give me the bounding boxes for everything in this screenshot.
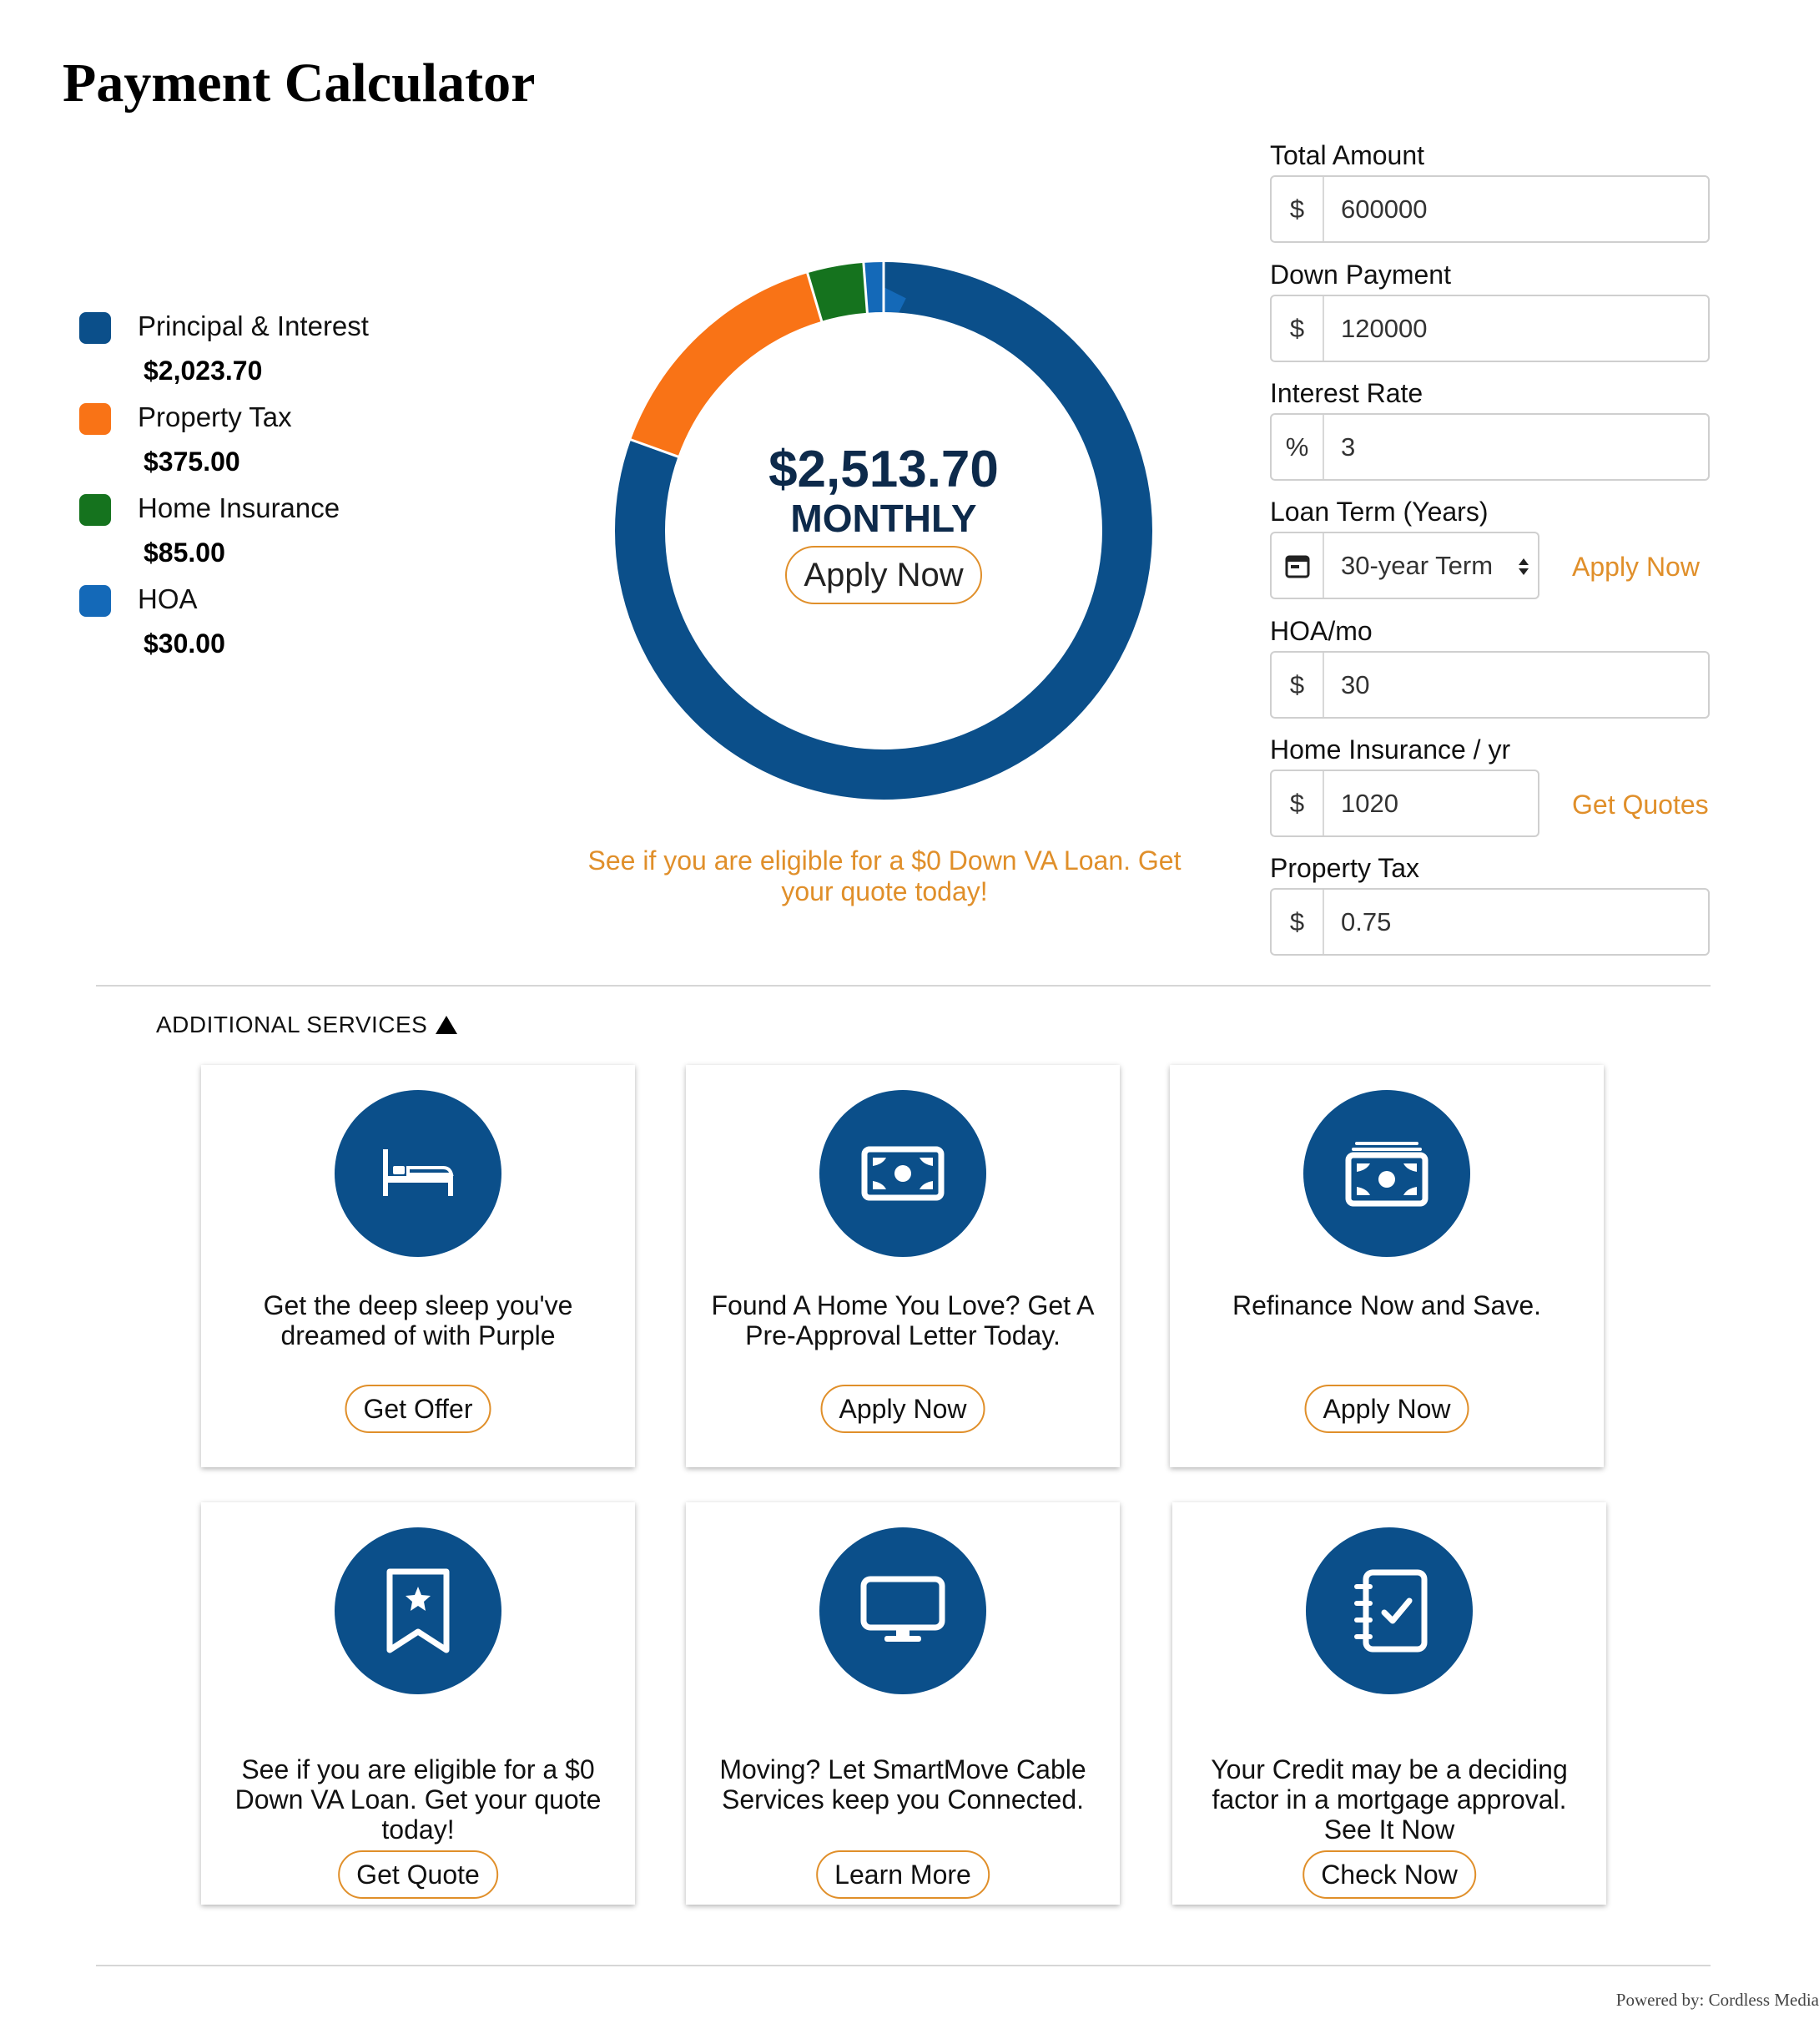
monitor-icon	[819, 1527, 986, 1694]
dollar-addon: $	[1272, 653, 1324, 717]
dollar-addon: $	[1272, 771, 1324, 835]
legend-value: $30.00	[144, 628, 225, 659]
donut-apply-now-button[interactable]: Apply Now	[785, 546, 982, 604]
loan-term-apply-now-link[interactable]: Apply Now	[1572, 552, 1700, 582]
bookmark-star-icon	[335, 1527, 501, 1694]
get-quotes-link[interactable]: Get Quotes	[1572, 790, 1709, 820]
hoa-label: HOA/mo	[1270, 616, 1373, 646]
donut-center: $2,513.70 MONTHLY Apply Now	[612, 260, 1155, 802]
service-card-smartmove: Moving? Let SmartMove Cable Services kee…	[686, 1502, 1120, 1905]
legend-swatch	[79, 312, 111, 344]
percent-addon: %	[1272, 415, 1324, 479]
calendar-icon	[1272, 533, 1324, 598]
apply-now-button[interactable]: Apply Now	[820, 1385, 985, 1433]
get-quote-button[interactable]: Get Quote	[338, 1850, 498, 1899]
home-insurance-field: $	[1270, 770, 1539, 837]
legend-label: Principal & Interest	[138, 310, 369, 341]
money-bill-icon	[819, 1090, 986, 1257]
down-payment-field: $	[1270, 295, 1710, 362]
apply-now-button[interactable]: Apply Now	[1304, 1385, 1469, 1433]
hoa-field: $	[1270, 651, 1710, 719]
card-text: Refinance Now and Save.	[1232, 1290, 1541, 1320]
page-title: Payment Calculator	[63, 53, 536, 114]
donut-separator	[805, 270, 824, 324]
legend-value: $375.00	[144, 447, 240, 477]
service-card-va-loan: See if you are eligible for a $0 Down VA…	[201, 1502, 635, 1905]
service-card-credit: Your Credit may be a deciding factor in …	[1172, 1502, 1606, 1905]
bed-icon	[335, 1090, 501, 1257]
card-text: Get the deep sleep you've dreamed of wit…	[263, 1290, 573, 1350]
legend-item-property-tax: Property Tax $375.00	[79, 398, 547, 489]
dollar-addon: $	[1272, 890, 1324, 954]
footer-divider	[96, 1965, 1711, 1966]
service-card-refinance: Refinance Now and Save. Apply Now	[1170, 1065, 1604, 1467]
legend-item-hoa: HOA $30.00	[79, 580, 547, 671]
chart-legend: Principal & Interest $2,023.70 Property …	[79, 307, 547, 671]
monthly-payment-amount: $2,513.70	[768, 441, 999, 498]
interest-rate-label: Interest Rate	[1270, 378, 1423, 408]
interest-rate-field: %	[1270, 413, 1710, 481]
additional-services-toggle[interactable]: ADDITIONAL SERVICES	[156, 1012, 458, 1038]
donut-separator	[628, 437, 680, 459]
total-amount-label: Total Amount	[1270, 140, 1424, 170]
additional-services-heading: ADDITIONAL SERVICES	[156, 1012, 428, 1037]
footer-credit: Powered by: Cordless Media	[1615, 1990, 1819, 2010]
legend-label: HOA	[138, 583, 198, 614]
loan-term-select[interactable]: 30-year Term	[1270, 532, 1539, 599]
get-offer-button[interactable]: Get Offer	[345, 1385, 491, 1433]
donut-separator	[862, 260, 869, 315]
card-text: See if you are eligible for a $0 Down VA…	[234, 1754, 602, 1845]
home-insurance-label: Home Insurance / yr	[1270, 734, 1511, 765]
payment-donut-chart: $2,513.70 MONTHLY Apply Now	[612, 260, 1155, 802]
loan-term-label: Loan Term (Years)	[1270, 497, 1489, 527]
donut-svg	[615, 260, 1152, 800]
loan-term-value: 30-year Term	[1341, 551, 1494, 580]
legend-swatch	[79, 403, 111, 435]
home-insurance-input[interactable]	[1324, 771, 1524, 835]
caret-up-icon	[436, 1016, 458, 1034]
check-now-button[interactable]: Check Now	[1303, 1850, 1476, 1899]
card-text: Moving? Let SmartMove Cable Services kee…	[719, 1754, 1086, 1814]
down-payment-label: Down Payment	[1270, 260, 1451, 290]
legend-item-principal-interest: Principal & Interest $2,023.70	[79, 307, 547, 398]
interest-rate-input[interactable]	[1324, 415, 1700, 479]
monthly-label: MONTHLY	[790, 497, 977, 540]
legend-label: Property Tax	[138, 401, 292, 432]
learn-more-button[interactable]: Learn More	[816, 1850, 990, 1899]
card-text: Found A Home You Love? Get A Pre-Approva…	[711, 1290, 1095, 1350]
legend-item-home-insurance: Home Insurance $85.00	[79, 489, 547, 580]
total-amount-input[interactable]	[1324, 177, 1700, 241]
va-loan-promo-link[interactable]: See if you are eligible for a $0 Down VA…	[587, 845, 1182, 906]
dollar-addon: $	[1272, 296, 1324, 361]
legend-label: Home Insurance	[138, 492, 340, 523]
dollar-addon: $	[1272, 177, 1324, 241]
section-divider	[96, 985, 1711, 987]
money-stack-icon	[1303, 1090, 1470, 1257]
legend-swatch	[79, 585, 111, 617]
service-card-preapproval: Found A Home You Love? Get A Pre-Approva…	[686, 1065, 1120, 1467]
card-text: Your Credit may be a deciding factor in …	[1211, 1754, 1568, 1845]
property-tax-field: $	[1270, 888, 1710, 956]
property-tax-label: Property Tax	[1270, 853, 1420, 883]
hoa-input[interactable]	[1324, 653, 1700, 717]
down-payment-input[interactable]	[1324, 296, 1700, 361]
select-arrows-icon	[1519, 558, 1529, 575]
legend-swatch	[79, 494, 111, 526]
checklist-notebook-icon	[1306, 1527, 1473, 1694]
legend-value: $2,023.70	[144, 356, 263, 386]
service-card-purple: Get the deep sleep you've dreamed of wit…	[201, 1065, 635, 1467]
legend-value: $85.00	[144, 537, 225, 568]
property-tax-input[interactable]	[1324, 890, 1700, 954]
total-amount-field: $	[1270, 175, 1710, 243]
